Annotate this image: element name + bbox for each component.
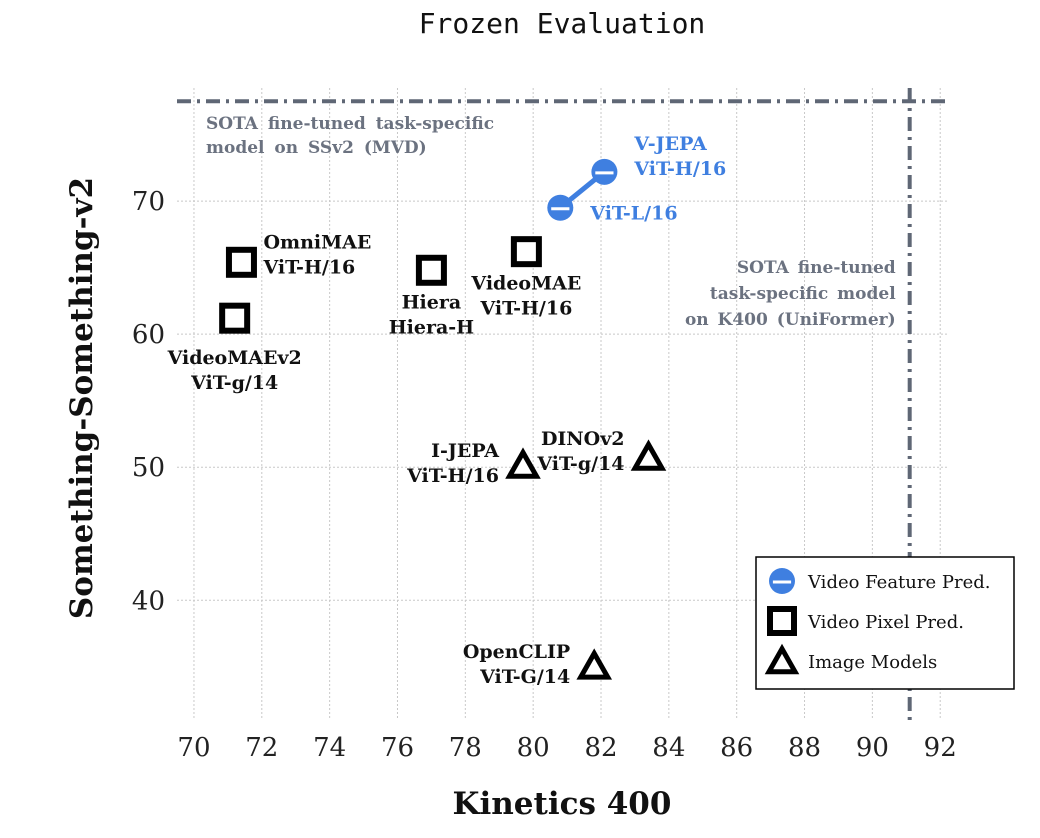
sota-k400-label: SOTA fine-tuned bbox=[737, 258, 896, 278]
point-label: VideoMAE bbox=[470, 273, 581, 295]
data-marks bbox=[219, 158, 667, 680]
sota-k400-label: task-specific model bbox=[710, 284, 896, 304]
triangle-marker bbox=[764, 643, 800, 675]
sota-ssv2-label: model on SSv2 (MVD) bbox=[206, 138, 427, 158]
chart-title: Frozen Evaluation bbox=[419, 7, 706, 40]
square-marker bbox=[219, 302, 251, 334]
legend-label: Video Feature Pred. bbox=[807, 572, 990, 593]
point-label: ViT-H/16 bbox=[479, 298, 572, 320]
x-tick-label: 80 bbox=[517, 733, 550, 763]
y-tick-label: 60 bbox=[132, 320, 165, 350]
triangle-marker bbox=[630, 439, 667, 471]
x-tick-label: 88 bbox=[788, 733, 821, 763]
point-label: VideoMAEv2 bbox=[167, 347, 302, 369]
y-axis-label: Something-Something-v2 bbox=[64, 177, 100, 619]
point-labels: ViT-L/16 V-JEPA ViT-H/16 OmniMAE ViT-H/16 Vid… bbox=[167, 133, 727, 688]
point-label: Hiera-H bbox=[389, 316, 474, 338]
point-label: V-JEPA bbox=[633, 133, 707, 155]
y-tick-label: 40 bbox=[132, 586, 165, 616]
x-tick-label: 70 bbox=[177, 733, 210, 763]
x-tick-label: 90 bbox=[856, 733, 889, 763]
legend-label: Video Pixel Pred. bbox=[807, 612, 964, 633]
point-label: I-JEPA bbox=[431, 440, 499, 462]
point-label: ViT-g/14 bbox=[190, 372, 278, 394]
sota-k400-label: on K400 (UniFormer) bbox=[685, 310, 896, 330]
square-marker bbox=[767, 606, 797, 636]
x-tick-label: 82 bbox=[584, 733, 617, 763]
point-label: ViT-L/16 bbox=[589, 203, 677, 225]
tick-labels: 70 72 74 76 78 80 82 84 86 88 90 92 40 50 60 70 bbox=[132, 187, 957, 763]
x-tick-label: 84 bbox=[652, 733, 685, 763]
point-label: ViT-G/14 bbox=[479, 666, 570, 688]
half-circle-marker bbox=[591, 158, 618, 185]
y-tick-label: 50 bbox=[132, 453, 165, 483]
legend-box bbox=[755, 556, 1015, 690]
x-tick-label: 76 bbox=[381, 733, 414, 763]
point-label: ViT-H/16 bbox=[633, 158, 726, 180]
half-circle-marker bbox=[769, 568, 795, 594]
x-axis-label: Kinetics 400 bbox=[453, 786, 672, 822]
square-marker bbox=[415, 254, 447, 286]
triangle-marker bbox=[576, 648, 613, 680]
sota-ssv2-label: SOTA fine-tuned task-specific bbox=[206, 114, 494, 134]
legend: Video Feature Pred. Video Pixel Pred. Imag… bbox=[755, 556, 1015, 690]
grid bbox=[177, 88, 947, 720]
x-tick-label: 72 bbox=[245, 733, 278, 763]
point-label: ViT-g/14 bbox=[536, 453, 624, 475]
x-tick-label: 92 bbox=[924, 733, 957, 763]
point-label: ViT-H/16 bbox=[406, 465, 499, 487]
y-tick-label: 70 bbox=[132, 187, 165, 217]
legend-label: Image Models bbox=[808, 652, 937, 673]
point-label: OpenCLIP bbox=[463, 641, 570, 663]
square-marker bbox=[225, 246, 257, 278]
point-label: DINOv2 bbox=[541, 428, 625, 450]
point-label: Hiera bbox=[402, 291, 462, 313]
point-label: OmniMAE bbox=[263, 231, 371, 253]
triangle-marker bbox=[505, 447, 541, 479]
x-tick-label: 86 bbox=[720, 733, 753, 763]
point-label: ViT-H/16 bbox=[262, 256, 355, 278]
x-tick-label: 78 bbox=[449, 733, 482, 763]
half-circle-marker bbox=[547, 194, 574, 221]
square-marker bbox=[510, 236, 542, 268]
x-tick-label: 74 bbox=[313, 733, 346, 763]
